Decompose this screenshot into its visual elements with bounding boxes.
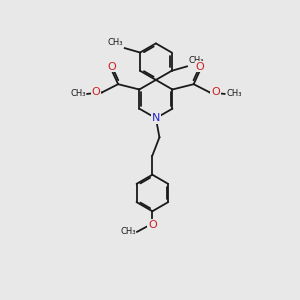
Text: O: O <box>196 61 205 71</box>
Text: N: N <box>152 113 160 123</box>
Text: CH₃: CH₃ <box>188 56 204 65</box>
Text: O: O <box>211 87 220 98</box>
Text: CH₃: CH₃ <box>70 89 86 98</box>
Text: CH₃: CH₃ <box>108 38 123 46</box>
Text: CH₃: CH₃ <box>226 89 242 98</box>
Text: O: O <box>92 87 100 98</box>
Text: CH₃: CH₃ <box>120 227 136 236</box>
Text: O: O <box>148 220 157 230</box>
Text: O: O <box>107 61 116 71</box>
